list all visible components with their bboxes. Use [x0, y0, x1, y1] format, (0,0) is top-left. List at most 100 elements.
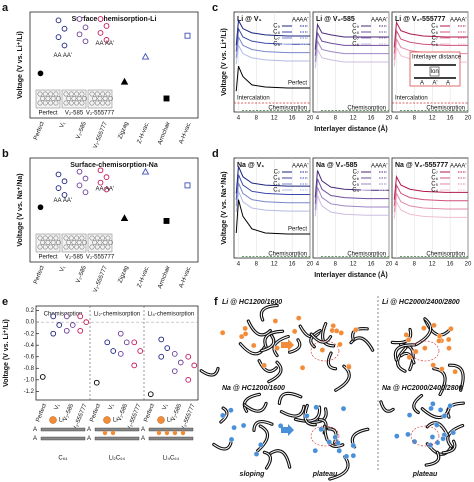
- region-label: Chemisorption: [347, 106, 386, 112]
- ion: [430, 362, 437, 368]
- point: [56, 322, 63, 328]
- series-line: [235, 174, 310, 200]
- x-tick-label: 20: [386, 116, 393, 122]
- carbon-layer-inner: [425, 451, 440, 466]
- x-tick-label: 16: [289, 262, 296, 268]
- carbon-layer-inner: [328, 428, 337, 444]
- hexagon: [94, 244, 100, 250]
- series-line: [235, 35, 310, 58]
- graphene-layer: [148, 436, 194, 441]
- region-label: Intercalation: [395, 96, 428, 102]
- legend-header: AA: [371, 164, 379, 170]
- panel-label: e: [2, 296, 8, 308]
- ion: [437, 407, 444, 413]
- series-line: [235, 65, 310, 92]
- hexagon: [91, 240, 98, 245]
- li-atom: [180, 430, 186, 436]
- ion: [403, 332, 410, 338]
- hexagon: [102, 240, 108, 245]
- graphene-layer: [94, 427, 140, 432]
- inset-label: A': [432, 81, 437, 87]
- li-atom: [110, 430, 116, 436]
- legend-label: C₆: [352, 42, 359, 48]
- region-label: Chemisorption: [426, 106, 465, 112]
- region-label: Intercalation: [237, 96, 270, 102]
- hexagon: [71, 96, 77, 101]
- ion: [406, 354, 413, 361]
- legend-label: C₅: [352, 182, 359, 188]
- y-axis-label: Voltage (V vs. Li⁺/Li): [3, 319, 10, 387]
- panel-title: Na @ HC1200/1600: [222, 385, 285, 392]
- chart-title: Surface-chemisorption-Na: [70, 162, 158, 169]
- carbon-layer-inner: [258, 360, 277, 372]
- point: [76, 182, 83, 189]
- group-label: Chemisorption: [44, 312, 83, 318]
- chart-title: Li @ V₂-585: [316, 16, 355, 23]
- hexagon: [94, 100, 100, 106]
- hexagon: [47, 244, 54, 250]
- legend-label: C₇: [353, 170, 359, 176]
- ion: [352, 327, 359, 333]
- hexagon: [81, 96, 88, 101]
- hexagon: [65, 240, 72, 245]
- annotation: AA: [95, 41, 103, 47]
- ion: [343, 453, 350, 460]
- inset-label: A: [420, 81, 424, 87]
- chart-title: Na @ V₂-555777: [395, 162, 448, 169]
- x-axis-label: Interlayer distance (Å): [314, 124, 388, 133]
- x-tick-label: 4: [395, 116, 399, 122]
- ion: [350, 442, 357, 449]
- ion: [406, 412, 413, 418]
- point: [158, 353, 165, 360]
- point: [103, 186, 110, 193]
- region-label: Chemisorption: [426, 252, 465, 258]
- ion: [440, 435, 446, 442]
- x-tick-label: 16: [368, 262, 375, 268]
- legend-header: AA: [371, 18, 379, 24]
- legend-label: C₅: [431, 182, 438, 188]
- carbon-layer-inner: [253, 421, 273, 431]
- x-tick-label: 20: [307, 262, 314, 268]
- hexagon: [97, 96, 103, 101]
- chart-title: Na @ V₂-585: [316, 162, 358, 169]
- carbon-layer-inner: [442, 440, 456, 454]
- ion: [446, 345, 452, 351]
- x-tick-label: 12: [350, 116, 357, 122]
- series-line: [393, 183, 468, 206]
- point: [131, 339, 138, 346]
- annotation: AA: [53, 53, 61, 59]
- caption: plateau: [312, 471, 338, 478]
- hexagon: [45, 240, 51, 245]
- hexagon: [91, 96, 98, 101]
- hexagon: [89, 91, 95, 97]
- ion: [228, 407, 234, 414]
- ion: [429, 434, 436, 440]
- pore: [410, 425, 440, 447]
- hexagon: [37, 244, 43, 250]
- point: [55, 171, 62, 178]
- ion: [326, 439, 332, 445]
- hexagon: [47, 91, 54, 97]
- series-line: [235, 18, 310, 46]
- panel-label: c: [212, 2, 218, 14]
- point: [163, 95, 170, 102]
- legend-header: AA': [299, 18, 308, 24]
- point: [37, 70, 44, 77]
- structure-label: Li: [167, 418, 172, 424]
- annotation: AA: [95, 186, 103, 192]
- x-tick-label: V₁: [59, 121, 67, 129]
- ion: [394, 433, 400, 439]
- hexagon: [53, 235, 59, 241]
- point: [82, 24, 89, 31]
- caption: plateau: [412, 471, 438, 478]
- ion: [337, 341, 343, 348]
- legend-header: AA': [378, 164, 387, 170]
- hexagon: [37, 100, 43, 106]
- y-tick-label: -0.2: [24, 331, 35, 337]
- point: [50, 313, 57, 320]
- hexagon: [39, 240, 46, 245]
- y-tick-label: -1.0: [24, 377, 35, 383]
